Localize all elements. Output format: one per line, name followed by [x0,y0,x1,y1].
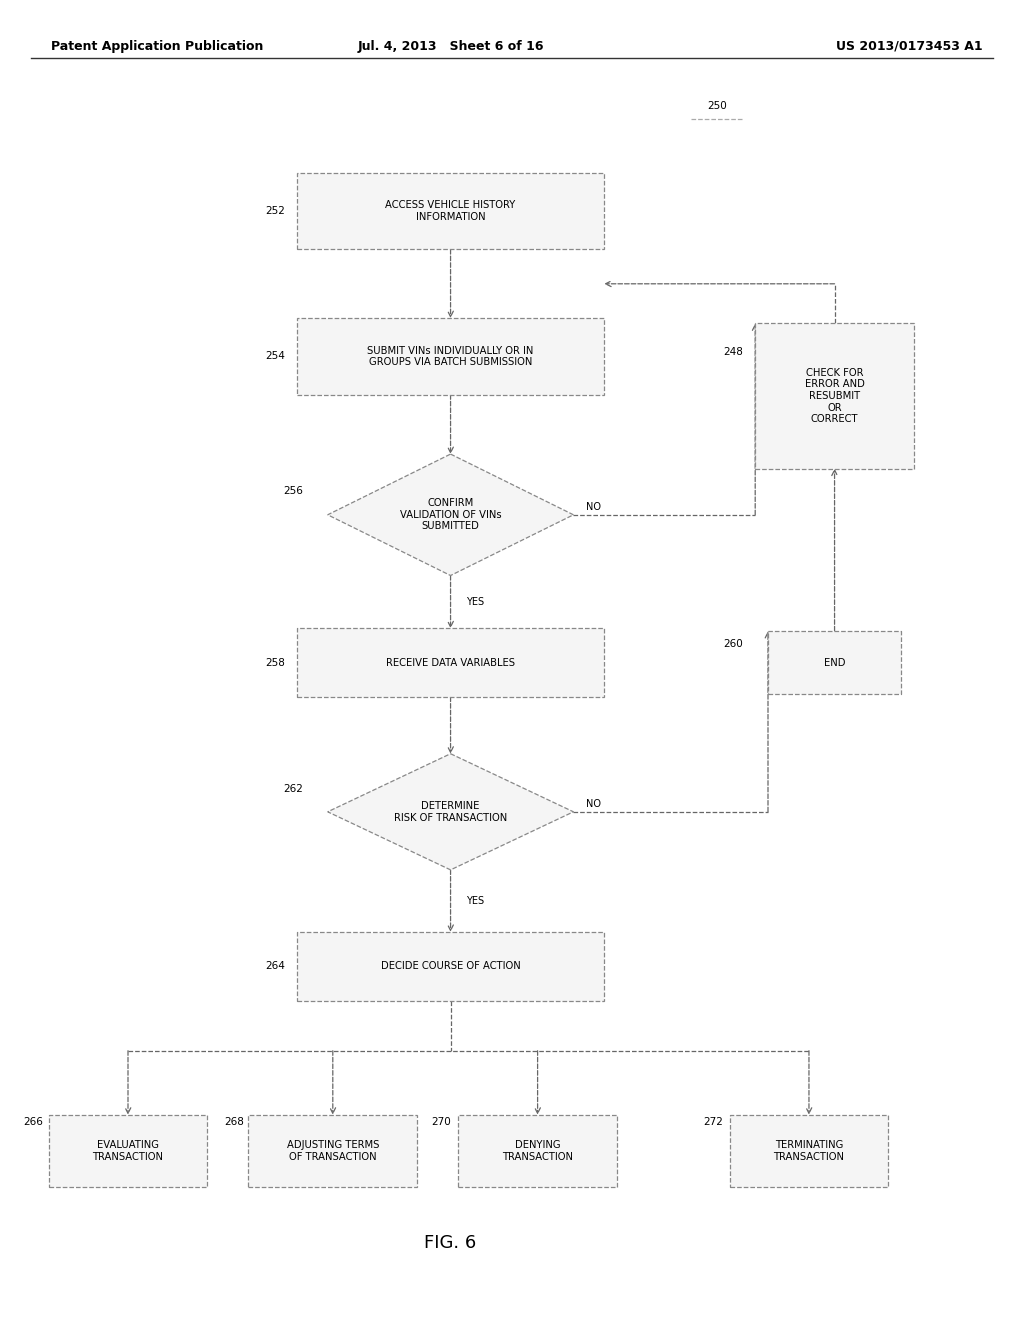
FancyBboxPatch shape [248,1114,418,1188]
Text: 252: 252 [265,206,285,216]
Text: DECIDE COURSE OF ACTION: DECIDE COURSE OF ACTION [381,961,520,972]
Text: 256: 256 [284,486,303,496]
Text: DETERMINE
RISK OF TRANSACTION: DETERMINE RISK OF TRANSACTION [394,801,507,822]
Text: NO: NO [586,502,601,512]
Text: CHECK FOR
ERROR AND
RESUBMIT
OR
CORRECT: CHECK FOR ERROR AND RESUBMIT OR CORRECT [805,368,864,424]
Text: 268: 268 [224,1117,244,1127]
Text: TERMINATING
TRANSACTION: TERMINATING TRANSACTION [773,1140,845,1162]
Text: 262: 262 [284,784,303,795]
FancyBboxPatch shape [297,628,604,697]
Text: 258: 258 [265,657,285,668]
Text: US 2013/0173453 A1: US 2013/0173453 A1 [837,40,983,53]
Text: Jul. 4, 2013   Sheet 6 of 16: Jul. 4, 2013 Sheet 6 of 16 [357,40,544,53]
Text: 250: 250 [707,100,727,111]
Text: 264: 264 [265,961,285,972]
Text: 270: 270 [431,1117,451,1127]
Text: 266: 266 [24,1117,43,1127]
FancyBboxPatch shape [768,631,901,694]
Text: YES: YES [466,597,484,607]
FancyBboxPatch shape [297,173,604,249]
Text: RECEIVE DATA VARIABLES: RECEIVE DATA VARIABLES [386,657,515,668]
Text: Patent Application Publication: Patent Application Publication [51,40,263,53]
Text: EVALUATING
TRANSACTION: EVALUATING TRANSACTION [92,1140,164,1162]
Polygon shape [328,454,573,576]
FancyBboxPatch shape [729,1114,889,1188]
Text: 248: 248 [724,347,743,358]
Polygon shape [328,754,573,870]
Text: ADJUSTING TERMS
OF TRANSACTION: ADJUSTING TERMS OF TRANSACTION [287,1140,379,1162]
Text: FIG. 6: FIG. 6 [424,1234,477,1253]
Text: 272: 272 [703,1117,723,1127]
FancyBboxPatch shape [459,1114,616,1188]
Text: SUBMIT VINs INDIVIDUALLY OR IN
GROUPS VIA BATCH SUBMISSION: SUBMIT VINs INDIVIDUALLY OR IN GROUPS VI… [368,346,534,367]
Text: END: END [824,657,845,668]
Text: NO: NO [586,799,601,809]
Text: 260: 260 [724,639,743,649]
FancyBboxPatch shape [49,1114,207,1188]
Text: YES: YES [466,896,484,906]
FancyBboxPatch shape [755,323,913,469]
FancyBboxPatch shape [297,932,604,1001]
Text: ACCESS VEHICLE HISTORY
INFORMATION: ACCESS VEHICLE HISTORY INFORMATION [385,201,516,222]
Text: CONFIRM
VALIDATION OF VINs
SUBMITTED: CONFIRM VALIDATION OF VINs SUBMITTED [399,498,502,532]
Text: 254: 254 [265,351,285,362]
Text: DENYING
TRANSACTION: DENYING TRANSACTION [502,1140,573,1162]
FancyBboxPatch shape [297,318,604,395]
